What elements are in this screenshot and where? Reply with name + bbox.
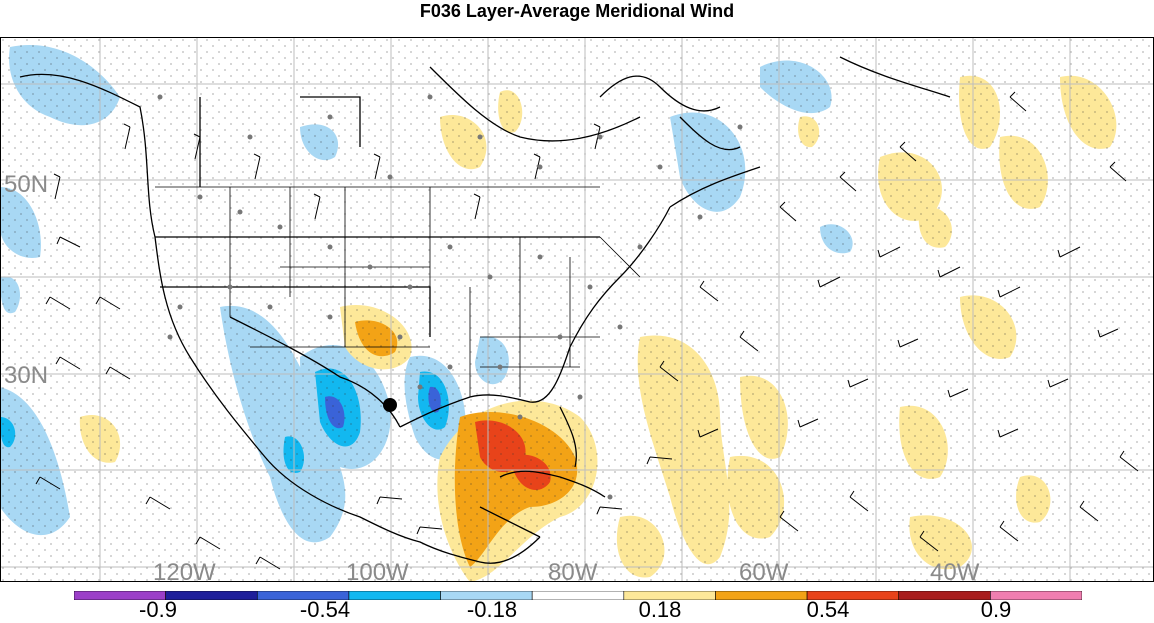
colorbar — [74, 591, 1082, 600]
lon-label-60w: 60W — [739, 559, 789, 582]
colorbar-segment — [715, 591, 808, 600]
wind-barbs — [35, 91, 1139, 570]
colorbar-segment — [531, 591, 625, 600]
lon-label-80w: 80W — [548, 559, 598, 582]
lat-labels: 50N 30N — [4, 171, 48, 389]
colorbar-label-neg-0-9: -0.9 — [139, 597, 177, 622]
colorbar-label-neg-0-18: -0.18 — [466, 597, 518, 622]
colorbar-label-0-9: 0.9 — [980, 597, 1012, 622]
lon-label-120w: 120W — [153, 559, 216, 582]
lon-labels: 120W 100W 80W 60W 40W — [153, 559, 980, 582]
lon-label-40w: 40W — [930, 559, 980, 582]
lat-lon-grid — [0, 37, 1154, 582]
colorbar-segment — [348, 591, 441, 600]
colorbar-segment — [165, 591, 258, 600]
lat-label-50n: 50N — [4, 171, 48, 198]
storm-marker — [383, 398, 397, 412]
colorbar-segment — [990, 591, 1082, 600]
colorbar-label-neg-0-54: -0.54 — [299, 597, 351, 622]
lon-label-100w: 100W — [346, 559, 409, 582]
colorbar-label-0-18: 0.18 — [638, 597, 682, 622]
wind-map: 50N 30N 120W 100W 80W 60W 40W — [0, 37, 1154, 582]
coastlines — [19, 56, 951, 564]
colorbar-label-0-54: 0.54 — [806, 597, 850, 622]
state-borders — [155, 186, 641, 397]
page-title: F036 Layer-Average Meridional Wind — [419, 1, 735, 21]
colorbar-segment — [898, 591, 991, 600]
lat-label-30n: 30N — [4, 362, 48, 389]
station-dots — [157, 94, 743, 500]
